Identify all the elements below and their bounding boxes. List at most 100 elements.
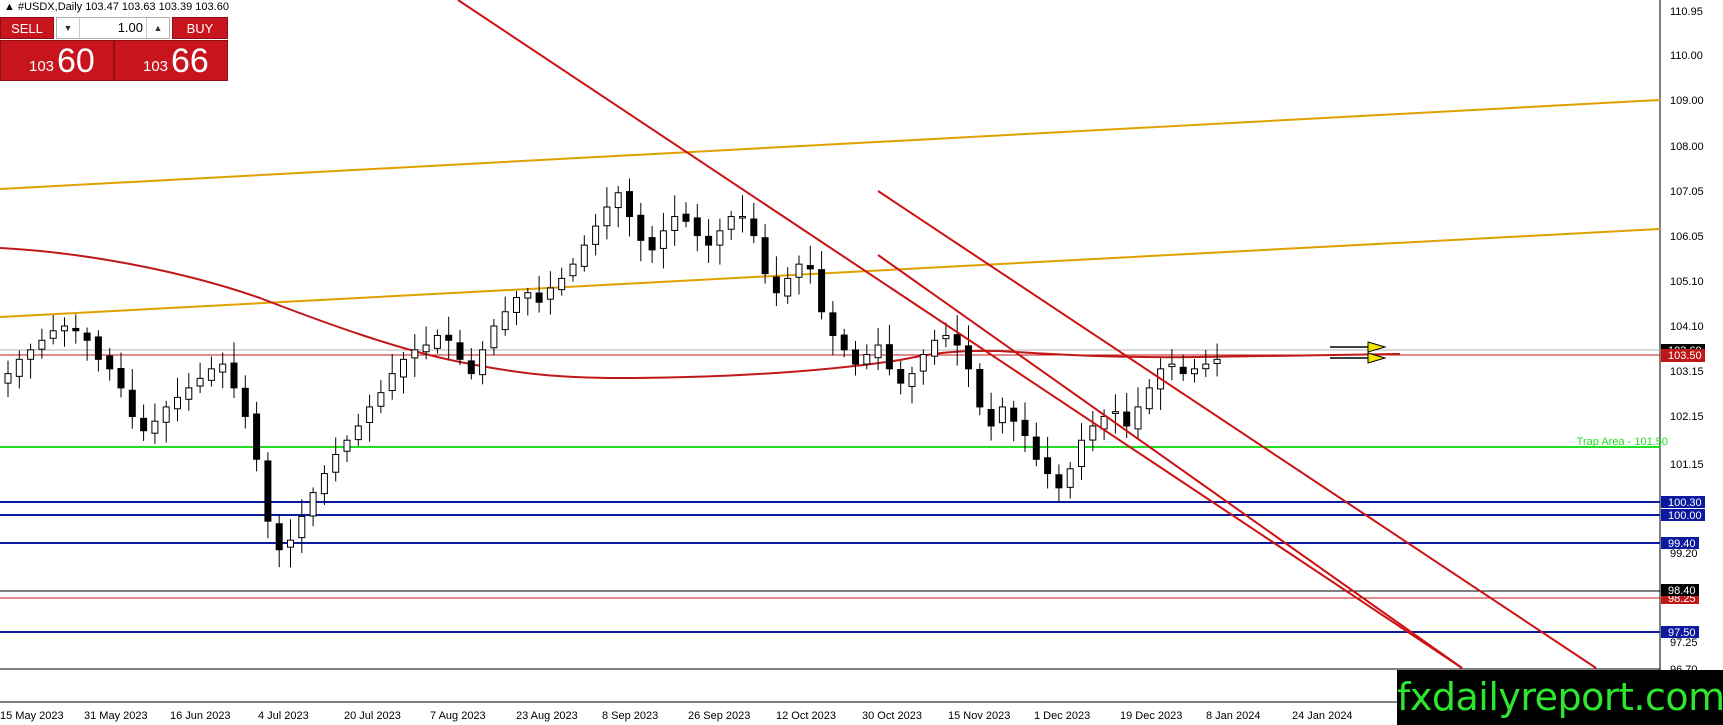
candle <box>38 328 46 359</box>
lot-decrease-icon[interactable]: ▼ <box>57 18 80 38</box>
candle <box>637 202 645 262</box>
price-tick: 110.95 <box>1670 6 1703 18</box>
candle <box>1145 379 1153 415</box>
candle <box>580 235 588 272</box>
level-100-00-label: 100.00 <box>1661 509 1705 522</box>
level-98-40-label: 98.40 <box>1661 584 1699 597</box>
lot-increase-icon[interactable]: ▲ <box>146 18 169 38</box>
buy-button[interactable]: BUY <box>172 17 228 39</box>
candle <box>4 360 12 398</box>
candle <box>705 219 713 263</box>
candle <box>162 400 170 443</box>
price-tick: 106.05 <box>1670 231 1704 243</box>
candle <box>320 465 328 505</box>
candle <box>784 267 792 304</box>
candle <box>219 352 227 389</box>
candle <box>106 348 114 381</box>
candle <box>818 251 826 320</box>
time-axis: 15 May 2023 31 May 2023 16 Jun 2023 4 Ju… <box>0 710 1353 722</box>
price-tick: 107.05 <box>1670 186 1704 198</box>
sell-price-box[interactable]: 103 60 <box>0 40 114 81</box>
candle <box>140 404 148 441</box>
lower-orange-trendline[interactable] <box>0 228 1661 318</box>
time-tick: 31 May 2023 <box>84 710 148 722</box>
level-100-30-label: 100.30 <box>1661 496 1705 509</box>
svg-text:100.30: 100.30 <box>1668 497 1702 509</box>
candle <box>151 403 159 444</box>
trap-area-label: Trap Area - 101.50 <box>1577 436 1668 448</box>
candle <box>885 324 893 376</box>
sell-price-pips: 60 <box>57 42 95 80</box>
candle <box>874 327 882 371</box>
candle <box>264 452 272 539</box>
price-tick: 109.00 <box>1670 95 1704 107</box>
candle <box>558 267 566 296</box>
upper-orange-trendline[interactable] <box>0 99 1661 190</box>
candle <box>750 202 758 244</box>
candle <box>908 366 916 404</box>
candle <box>287 519 294 568</box>
candle <box>772 256 780 307</box>
candle <box>501 296 509 336</box>
candle <box>388 353 396 400</box>
candle <box>422 326 430 360</box>
candle <box>83 327 91 361</box>
candle <box>1202 349 1210 378</box>
moving-average-line <box>0 247 1401 380</box>
svg-text:100.00: 100.00 <box>1668 510 1702 522</box>
symbol-header: ▲ #USDX,Daily 103.47 103.63 103.39 103.6… <box>4 1 229 13</box>
candle <box>1066 461 1074 499</box>
candle <box>241 375 249 429</box>
svg-text:99.40: 99.40 <box>1668 538 1696 550</box>
candle <box>1010 400 1018 442</box>
time-tick: 26 Sep 2023 <box>688 710 750 722</box>
level-99-40-label: 99.40 <box>1661 537 1699 550</box>
candle <box>840 328 848 358</box>
candle <box>174 377 181 422</box>
site-logo: fxdailyreport.com <box>1397 670 1723 725</box>
time-tick: 1 Dec 2023 <box>1034 710 1090 722</box>
candle <box>716 218 724 265</box>
candle <box>343 435 351 463</box>
candle <box>953 315 961 366</box>
price-tick: 99.20 <box>1670 548 1698 560</box>
svg-text:98.40: 98.40 <box>1668 585 1696 597</box>
candle <box>863 344 871 370</box>
candle <box>445 316 453 360</box>
candle <box>693 203 701 252</box>
target-arrow-lower <box>1330 352 1387 364</box>
buy-price-box[interactable]: 103 66 <box>114 40 228 81</box>
price-tick: 108.00 <box>1670 141 1704 153</box>
price-tick: 103.15 <box>1670 366 1704 378</box>
time-tick: 15 May 2023 <box>0 710 64 722</box>
candle <box>626 178 633 237</box>
candle <box>117 352 125 398</box>
candle <box>1157 358 1165 410</box>
candle <box>671 195 679 246</box>
time-tick: 30 Oct 2023 <box>862 710 922 722</box>
candle <box>185 373 193 411</box>
candle <box>332 437 340 482</box>
time-tick: 19 Dec 2023 <box>1120 710 1182 722</box>
candle <box>806 245 814 284</box>
candle <box>230 342 238 399</box>
candle <box>207 356 215 387</box>
candle <box>61 317 68 347</box>
lot-size-input[interactable]: 1.00 <box>117 20 143 35</box>
collapse-triangle-icon[interactable]: ▲ <box>4 1 15 13</box>
candle <box>682 202 690 228</box>
candle <box>1021 402 1029 453</box>
candle <box>1044 437 1052 489</box>
lot-size-stepper[interactable]: ▼ 1.00 ▲ <box>56 17 170 39</box>
candle <box>27 343 35 379</box>
price-axis: 110.95 110.00 109.00 108.00 107.05 106.0… <box>1670 6 1704 676</box>
candle <box>1191 358 1198 383</box>
price-tick: 101.15 <box>1670 459 1704 471</box>
channel-upper-line[interactable] <box>877 190 1597 669</box>
candle <box>400 351 407 394</box>
sell-button[interactable]: SELL <box>0 17 54 39</box>
long-downtrend-line[interactable] <box>457 0 1463 669</box>
channel-lower-line[interactable] <box>877 254 1463 669</box>
candle <box>433 329 441 354</box>
